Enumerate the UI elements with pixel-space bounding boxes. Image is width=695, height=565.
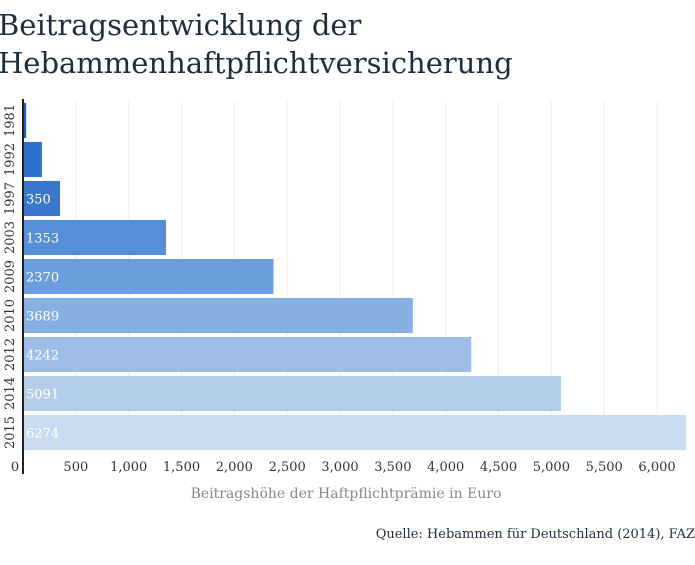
- y-category-label: 1997: [3, 182, 18, 215]
- bar-1981: [23, 102, 27, 139]
- x-axis-label: Beitragshöhe der Haftpflichtprämie in Eu…: [191, 486, 502, 502]
- x-tick-label: 1,000: [110, 460, 147, 475]
- x-tick-label: 3,000: [321, 460, 358, 475]
- source-note: Quelle: Hebammen für Deutschland (2014),…: [375, 527, 695, 542]
- x-tick-label: 5,500: [586, 460, 623, 475]
- bar-2009: [23, 258, 274, 295]
- data-label-1997: 350: [26, 193, 51, 208]
- x-tick-label: 1,500: [163, 460, 200, 475]
- bar-2014: [23, 375, 561, 412]
- y-category-label: 2003: [3, 221, 18, 254]
- x-tick-label: 4,000: [427, 460, 464, 475]
- data-label-2015: 6274: [26, 427, 59, 442]
- y-category-label: 2010: [3, 299, 18, 332]
- x-tick-label: 500: [63, 460, 88, 475]
- bar-1997: [23, 180, 60, 217]
- chart-title: Beitragsentwicklung der Hebammenhaftpfli…: [0, 6, 513, 82]
- x-axis-ticks: 0 500 1,000 1,500 2,000 2,500 3,000 3,500 4,000 4…: [11, 460, 676, 475]
- bar-2010: [23, 297, 413, 334]
- x-tick-label: 5,000: [533, 460, 570, 475]
- bar-1992: [23, 141, 42, 178]
- bar-2012: [23, 336, 472, 373]
- y-category-label: 2012: [3, 338, 18, 371]
- data-label-2014: 5091: [26, 388, 59, 403]
- x-tick-label: 4,500: [480, 460, 517, 475]
- title-line-1: Beitragsentwicklung der: [0, 8, 362, 42]
- bar-2003: [23, 219, 166, 256]
- y-axis-categories: 1981 1992 1997 2003 2009 2010 2012 2014 2015: [3, 104, 18, 449]
- data-label-2010: 3689: [26, 310, 59, 325]
- x-tick-label: 6,000: [638, 460, 675, 475]
- data-label-2003: 1353: [26, 232, 59, 247]
- bar-2015: [23, 414, 686, 451]
- x-tick-label: 2,500: [269, 460, 306, 475]
- x-tick-label: 2,000: [216, 460, 253, 475]
- bars: 350 1353 2370 3689 4242 5091 6274: [23, 102, 686, 451]
- y-category-label: 2015: [3, 416, 18, 449]
- y-category-label: 1981: [3, 104, 18, 137]
- data-label-2009: 2370: [26, 271, 59, 286]
- x-tick-label: 3,500: [374, 460, 411, 475]
- y-category-label: 2009: [3, 260, 18, 293]
- y-category-label: 2014: [3, 377, 18, 410]
- x-tick-label: 0: [11, 460, 19, 475]
- y-category-label: 1992: [3, 143, 18, 176]
- title-line-2: Hebammenhaftpflichtversicherung: [0, 46, 513, 80]
- data-label-2012: 4242: [26, 349, 59, 364]
